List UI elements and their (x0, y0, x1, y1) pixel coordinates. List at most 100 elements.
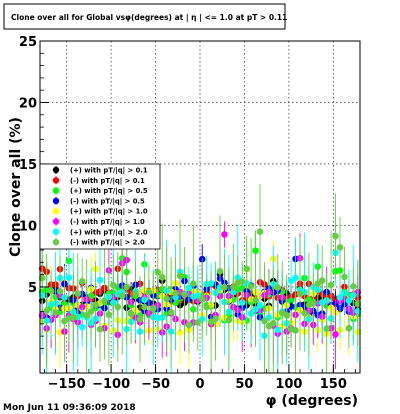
data-point (74, 290, 82, 297)
legend-marker-5 (52, 218, 60, 225)
data-point (292, 274, 299, 282)
data-point (270, 319, 277, 327)
legend-label-6: (+) with pT/|q| > 2.0 (70, 228, 148, 237)
legend-marker-2 (52, 187, 60, 194)
data-point (190, 280, 197, 287)
data-point (256, 228, 264, 235)
data-point (101, 297, 108, 305)
legend-marker-3 (52, 197, 60, 205)
legend-label-5: (-) with pT/|q| > 1.0 (70, 218, 145, 227)
legend-label-0: (+) with pT/|q| > 0.1 (70, 167, 148, 176)
data-point (145, 288, 153, 296)
data-point (292, 327, 299, 334)
data-point (185, 321, 193, 329)
data-point (141, 303, 148, 311)
chart-title-box: Clone over all for Global vsφ(degrees) a… (3, 3, 287, 30)
data-point (118, 292, 126, 300)
data-point (87, 308, 95, 315)
legend: (+) with pT/|q| > 0.1(-) with pT/|q| > 0… (39, 163, 161, 250)
data-point (56, 287, 64, 295)
data-point (70, 314, 77, 321)
y-tick-label-0: 5 (28, 281, 37, 296)
data-point (301, 309, 308, 317)
legend-label-7: (-) with pT/|q| > 2.0 (70, 239, 145, 248)
data-point (96, 325, 104, 333)
data-point (198, 295, 206, 303)
legend-marker-1 (52, 177, 60, 184)
legend-box (39, 163, 161, 250)
data-point (238, 278, 246, 285)
data-point (132, 290, 139, 297)
legend-label-1: (-) with pT/|q| > 0.1 (70, 177, 145, 186)
legend-marker-7 (52, 238, 60, 246)
legend-marker-4 (52, 208, 60, 215)
data-point (274, 326, 282, 334)
data-point (172, 289, 179, 297)
data-point (332, 331, 339, 338)
data-point (167, 309, 175, 316)
data-point (47, 287, 55, 295)
data-point (296, 290, 304, 298)
legend-label-4: (+) with pT/|q| > 1.0 (70, 208, 148, 217)
data-point (38, 274, 46, 282)
data-point (176, 329, 184, 336)
data-point (212, 315, 219, 323)
y-tick-label-1: 10 (19, 219, 37, 234)
x-tick-label-3: 0 (195, 377, 204, 392)
data-point (283, 311, 290, 319)
legend-label-2: (+) with pT/|q| > 0.5 (70, 187, 148, 196)
data-point (216, 268, 224, 275)
x-tick-label-6: 150 (320, 377, 347, 392)
data-point (158, 273, 166, 281)
x-tick-label-1: −100 (92, 377, 130, 392)
data-point (78, 278, 86, 285)
data-point (247, 283, 255, 290)
y-tick-label-2: 15 (19, 158, 37, 173)
y-tick-label-3: 20 (19, 96, 37, 111)
data-point (221, 283, 228, 291)
chart-title: Clone over all for Global vsφ(degrees) a… (11, 13, 287, 23)
data-point (230, 284, 237, 291)
data-point (350, 283, 357, 290)
data-point (310, 299, 317, 307)
data-point (252, 297, 259, 304)
data-point (336, 294, 344, 301)
data-point (225, 316, 233, 324)
x-tick-label-5: 100 (275, 377, 302, 392)
data-points (38, 184, 362, 373)
y-axis-title: Clone over all (%) (8, 117, 24, 257)
data-point (65, 274, 73, 281)
data-point (78, 303, 86, 311)
data-point (114, 303, 122, 311)
data-point (274, 284, 282, 291)
legend-label-3: (-) with pT/|q| > 0.5 (70, 197, 145, 206)
data-point (341, 273, 348, 281)
data-point (194, 319, 202, 326)
x-tick-label-4: 50 (235, 377, 253, 392)
data-point (136, 315, 144, 323)
data-point (323, 325, 330, 332)
data-point (221, 231, 228, 238)
x-axis-title: φ (degrees) (266, 393, 358, 409)
data-point (96, 276, 104, 284)
data-point (345, 297, 353, 304)
data-point (181, 291, 188, 298)
data-point (318, 277, 326, 284)
data-point (243, 265, 250, 273)
data-point (123, 283, 130, 291)
data-point (110, 281, 117, 289)
data-point (354, 300, 362, 307)
data-point (43, 307, 50, 314)
data-point (78, 323, 86, 331)
data-point (252, 247, 259, 254)
data-point (176, 272, 184, 280)
data-point (83, 312, 90, 319)
data-point (150, 305, 157, 312)
data-point (52, 309, 59, 316)
footer-date: Mon Jun 11 09:36:09 2018 (3, 403, 136, 413)
data-point (105, 311, 113, 318)
data-point (185, 284, 193, 292)
data-point (163, 295, 170, 303)
data-point (92, 301, 99, 309)
